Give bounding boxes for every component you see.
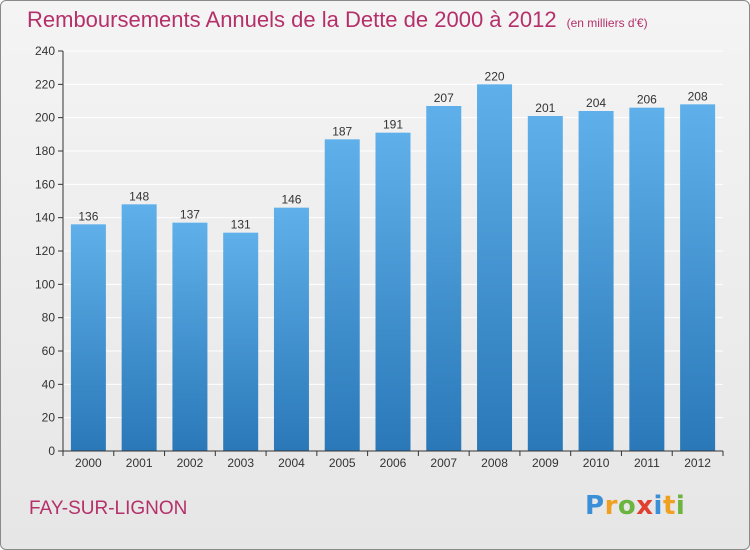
x-tick-label: 2007 xyxy=(430,456,457,470)
x-tick-label: 2006 xyxy=(380,456,407,470)
x-tick-label: 2000 xyxy=(75,456,102,470)
x-tick-label: 2009 xyxy=(532,456,559,470)
chart-title: Remboursements Annuels de la Dette de 20… xyxy=(27,7,648,33)
x-tick-label: 2004 xyxy=(278,456,305,470)
bar-value-label: 207 xyxy=(434,91,454,105)
y-tick-label: 20 xyxy=(42,411,56,425)
logo-letter: P xyxy=(585,491,605,521)
y-tick-label: 180 xyxy=(35,144,55,158)
logo-letter: r xyxy=(604,491,618,521)
x-tick-label: 2011 xyxy=(634,456,660,470)
bar-value-label: 187 xyxy=(332,124,352,138)
bar xyxy=(172,222,208,451)
chart-title-text: Remboursements Annuels de la Dette de 20… xyxy=(27,7,557,32)
bar xyxy=(273,207,309,451)
logo-letter: i xyxy=(675,491,686,521)
y-tick-label: 220 xyxy=(35,77,55,91)
axes xyxy=(58,50,724,456)
bar-value-label: 131 xyxy=(231,218,251,232)
x-tick-label: 2005 xyxy=(329,456,356,470)
x-tick-label: 2001 xyxy=(126,456,153,470)
y-tick-label: 140 xyxy=(35,211,55,225)
bar xyxy=(527,116,563,451)
x-tick-label: 2008 xyxy=(481,456,508,470)
x-tick-label: 2012 xyxy=(684,456,711,470)
bar xyxy=(121,204,157,451)
logo-letter: t xyxy=(662,491,676,521)
logo-letter: x xyxy=(636,491,654,521)
bar-value-label: 137 xyxy=(180,208,200,222)
bar xyxy=(324,139,360,452)
y-tick-label: 200 xyxy=(35,111,55,125)
bar-value-label: 206 xyxy=(637,93,657,107)
bar-value-label: 201 xyxy=(535,101,555,115)
bar xyxy=(223,232,259,451)
bar-value-label: 208 xyxy=(688,89,708,103)
bar-value-label: 220 xyxy=(485,69,505,83)
y-tick-label: 60 xyxy=(42,344,56,358)
bar xyxy=(375,132,411,451)
y-tick-label: 80 xyxy=(42,311,56,325)
y-tick-label: 0 xyxy=(48,444,55,458)
y-tick-label: 100 xyxy=(35,277,55,291)
bar-value-label: 146 xyxy=(281,193,301,207)
logo-letter: i xyxy=(653,491,663,521)
x-tick-label: 2003 xyxy=(227,456,254,470)
bar-value-label: 204 xyxy=(586,96,606,110)
bar xyxy=(477,84,513,451)
proxiti-logo[interactable]: Proxiti xyxy=(585,491,685,521)
x-tick-label: 2002 xyxy=(177,456,204,470)
labels: 0 20 40 60 80 100 120 140 160 180 200 220 240 136 2000… xyxy=(35,44,711,470)
bar-value-label: 191 xyxy=(383,118,403,132)
city-name: FAY-SUR-LIGNON xyxy=(29,498,188,519)
y-tick-label: 240 xyxy=(35,44,55,58)
logo-letter: o xyxy=(617,491,637,521)
chart-unit-note: (en milliers d'€) xyxy=(566,16,648,30)
bar-value-label: 136 xyxy=(78,209,98,223)
bar xyxy=(426,106,462,451)
y-tick-label: 40 xyxy=(42,377,56,391)
bar-value-label: 148 xyxy=(129,189,149,203)
bar xyxy=(680,104,716,451)
x-tick-label: 2010 xyxy=(583,456,610,470)
y-tick-label: 120 xyxy=(35,244,55,258)
bar xyxy=(578,111,614,451)
y-tick-label: 160 xyxy=(35,177,55,191)
bar xyxy=(70,224,106,451)
bar xyxy=(629,107,665,452)
bars xyxy=(70,84,716,452)
